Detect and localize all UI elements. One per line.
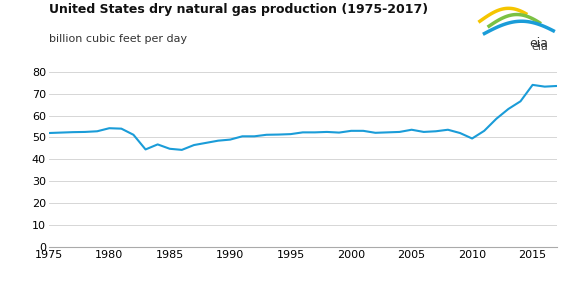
Text: United States dry natural gas production (1975-2017): United States dry natural gas production… xyxy=(49,3,428,16)
Text: eia: eia xyxy=(529,37,548,50)
Text: eia: eia xyxy=(532,42,549,52)
Text: billion cubic feet per day: billion cubic feet per day xyxy=(49,34,187,44)
